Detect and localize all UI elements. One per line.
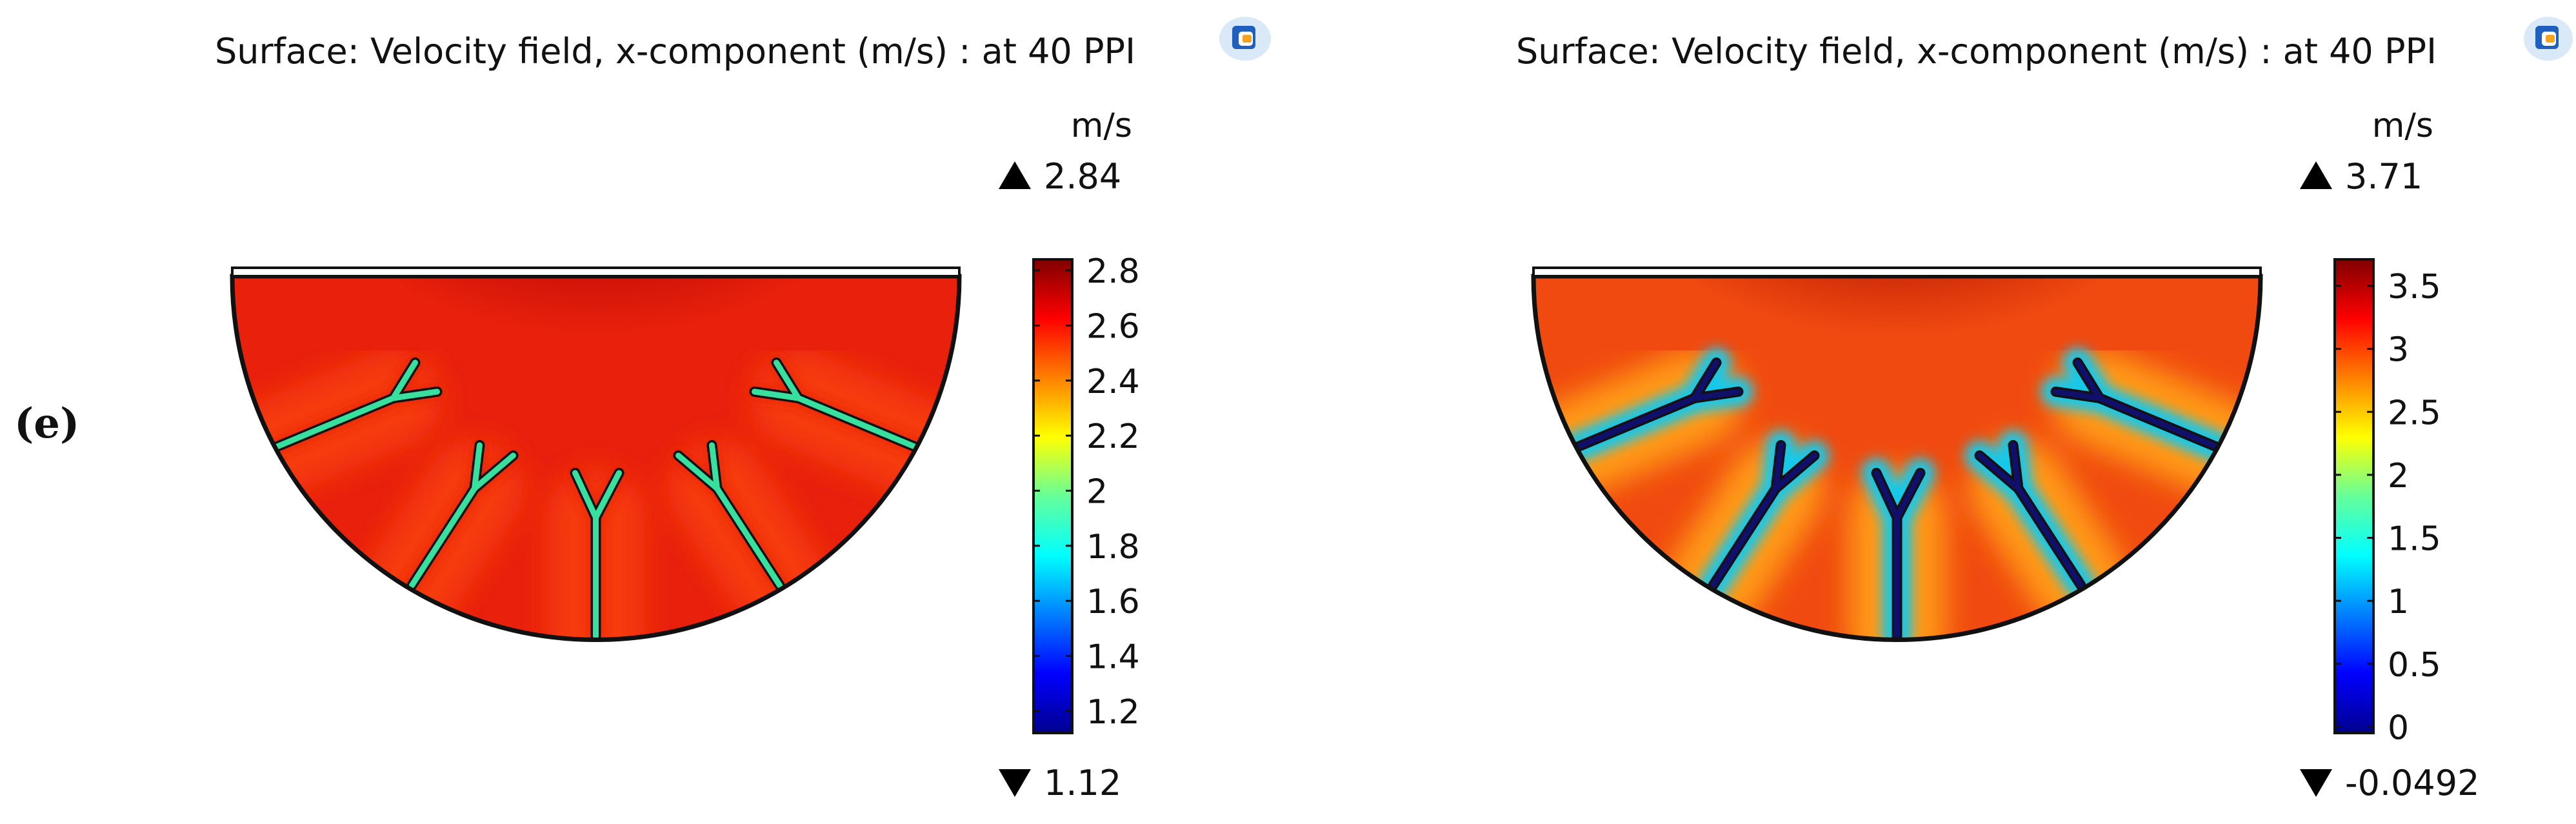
left-plot-title: Surface: Velocity field, x-component (m/…	[215, 31, 1135, 72]
branch-fill	[1773, 442, 1784, 492]
colorbar-tick-label: 2.6	[1086, 307, 1140, 346]
figure-label: (e)	[14, 399, 79, 448]
right-hot-zone	[1619, 276, 2174, 465]
right-colorbar: 3.5 3 2.5 2 1.5 1 0.5 0	[2333, 258, 2441, 747]
colorbar-tick-label: 2.2	[1086, 417, 1140, 456]
colorbar-tick-label: 1.5	[2388, 520, 2441, 559]
branch-fill	[675, 452, 720, 492]
right-panel: Surface: Velocity field, x-component (m/…	[1516, 17, 2573, 803]
colorbar-tick-label: 1	[2388, 583, 2409, 621]
right-colorbar-ticks: 3.5 3 2.5 2 1.5 1 0.5 0	[2335, 268, 2441, 747]
right-top-wall	[1532, 266, 2262, 277]
branch-fill	[572, 470, 599, 521]
colorbar-tick-label: 3	[2388, 331, 2409, 370]
left-colorbar-gradient	[1032, 258, 1073, 734]
right-domain	[1531, 266, 2263, 642]
left-unit-label: m/s	[1071, 106, 1132, 145]
left-colorbar: 2.8 2.6 2.4 2.2 2 1.8 1.6 1.4 1.2	[1032, 252, 1140, 734]
branch-fill	[1710, 485, 1779, 588]
branch-fill	[593, 470, 622, 521]
branch-fill	[2075, 359, 2102, 401]
colorbar-tick-label: 0	[2388, 708, 2409, 747]
left-min-value: 1.12	[1044, 763, 1121, 803]
left-max-value: 2.84	[1044, 156, 1121, 197]
branch-fill	[1773, 452, 1817, 492]
branch-fill	[1894, 470, 1923, 521]
right-plot-title: Surface: Velocity field, x-component (m/…	[1516, 31, 2437, 72]
branch-fill	[472, 442, 483, 492]
branch-fill	[795, 395, 930, 455]
right-colorbar-gradient	[2333, 258, 2375, 734]
colorbar-tick-label: 1.8	[1086, 528, 1140, 567]
left-branches	[259, 357, 932, 640]
right-unit-label: m/s	[2372, 106, 2433, 145]
branch-fill	[472, 452, 516, 492]
right-branches	[1561, 357, 2233, 640]
colorbar-tick-label: 1.4	[1086, 638, 1140, 677]
branch-fill	[714, 485, 783, 588]
left-min-triangle-icon	[999, 769, 1031, 797]
branch-fill	[709, 442, 720, 492]
colorbar-tick-label: 2.4	[1086, 363, 1140, 401]
branch-fill	[1873, 470, 1900, 521]
branch-fill	[2053, 388, 2102, 401]
left-max-triangle-icon	[999, 161, 1031, 189]
branch-fill	[752, 388, 801, 401]
right-comsol-logo-icon	[2524, 17, 2573, 61]
branch-fill	[2010, 442, 2021, 492]
branch-fill	[2015, 485, 2084, 588]
left-panel: Surface: Velocity field, x-component (m/…	[215, 17, 1271, 803]
branch-fill	[1563, 395, 1697, 455]
left-comsol-logo-icon	[1219, 17, 1271, 61]
colorbar-tick-label: 3.5	[2388, 268, 2441, 306]
left-top-wall	[231, 266, 961, 277]
colorbar-tick-label: 0.5	[2388, 646, 2441, 685]
left-domain-outline	[230, 274, 962, 642]
colorbar-tick-label: 2	[2388, 457, 2409, 496]
branch-fill	[390, 359, 418, 401]
colorbar-tick-label: 1.6	[1086, 583, 1140, 621]
branch-fill	[1692, 388, 1741, 401]
colorbar-tick-label: 2.8	[1086, 252, 1140, 291]
right-max-triangle-icon	[2300, 161, 2332, 189]
branch-fill	[1977, 452, 2021, 492]
branch-fill	[774, 359, 801, 401]
right-domain-outline	[1531, 274, 2263, 642]
colorbar-tick-label: 2	[1086, 472, 1108, 511]
branch-fill	[390, 388, 440, 401]
right-min-value: -0.0492	[2345, 763, 2479, 803]
branch-fill	[1692, 359, 1719, 401]
left-hot-zone	[324, 276, 866, 458]
left-domain	[230, 266, 962, 642]
right-min-triangle-icon	[2300, 769, 2332, 797]
colorbar-tick-label: 1.2	[1086, 693, 1140, 732]
right-max-value: 3.71	[2345, 156, 2422, 197]
branch-fill	[409, 485, 477, 588]
colorbar-tick-label: 2.5	[2388, 394, 2441, 432]
branch-fill	[2097, 395, 2231, 455]
branch-fill	[262, 395, 396, 455]
left-colorbar-ticks: 2.8 2.6 2.4 2.2 2 1.8 1.6 1.4 1.2	[1033, 252, 1140, 732]
